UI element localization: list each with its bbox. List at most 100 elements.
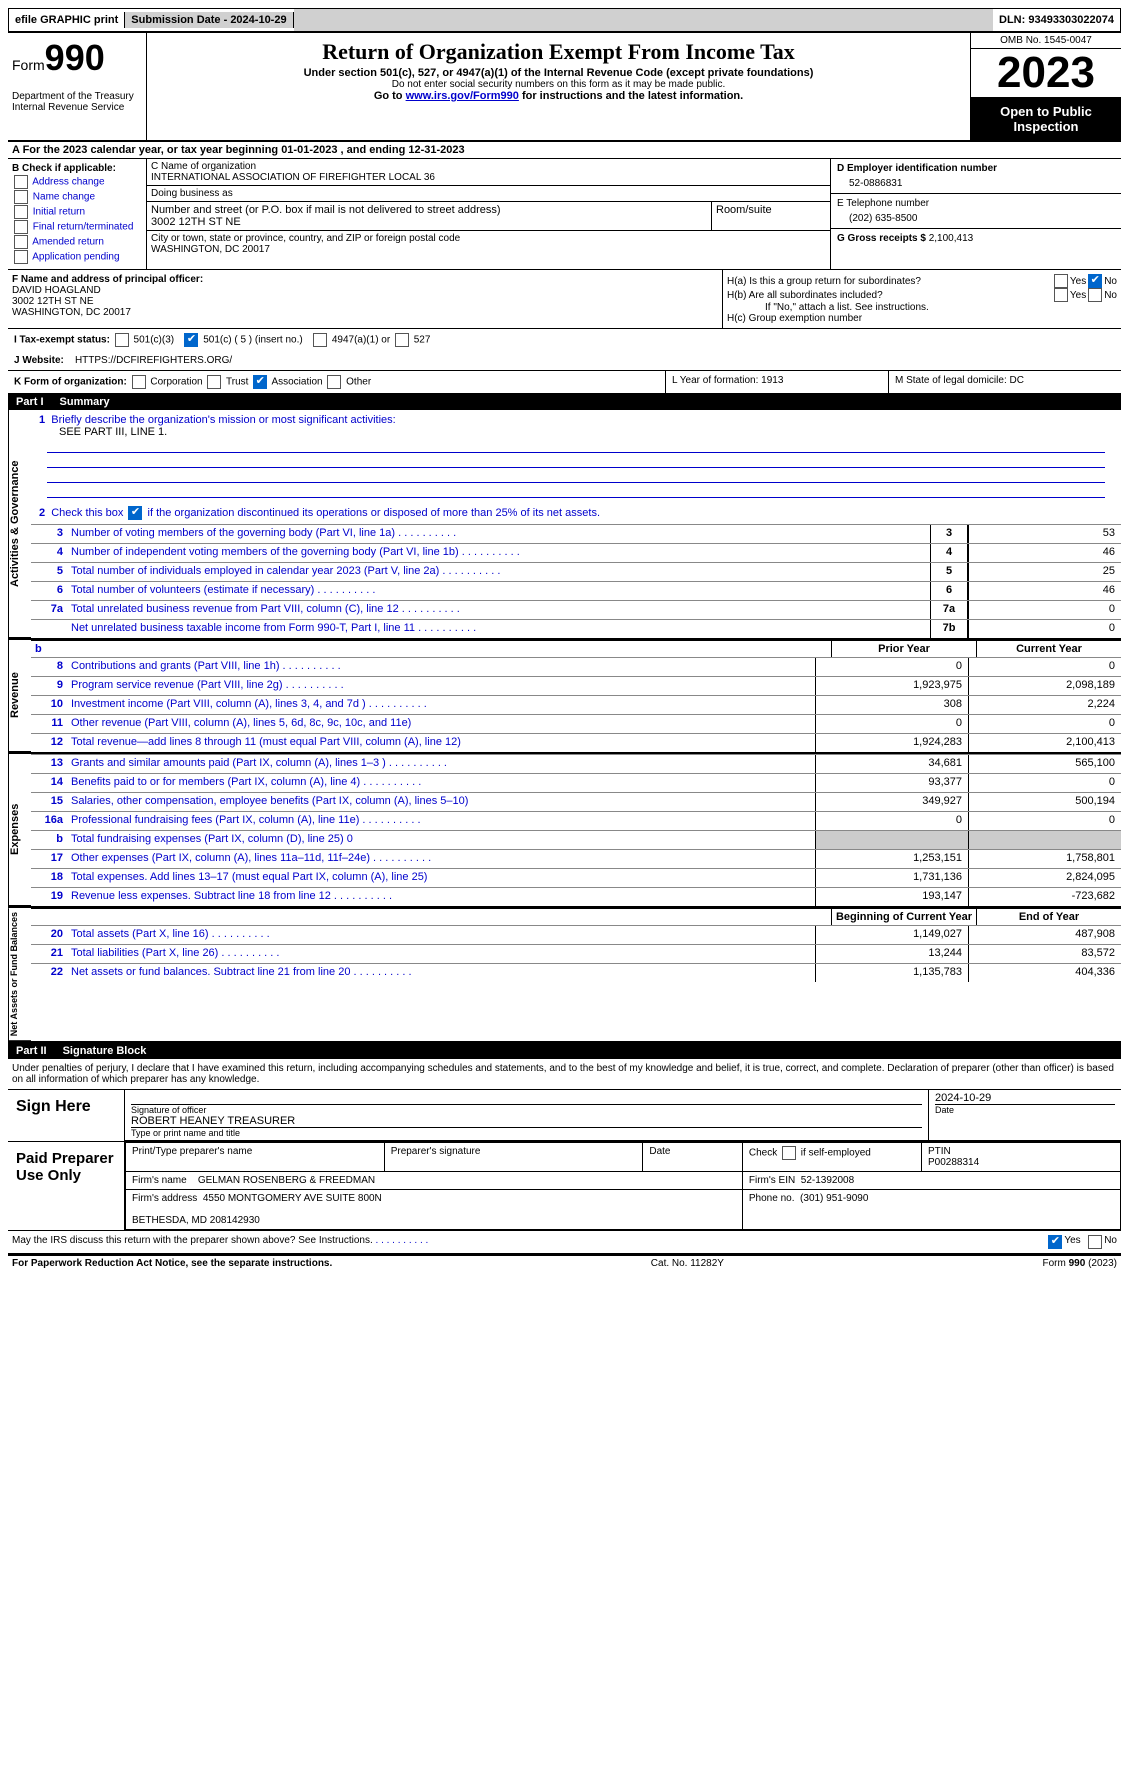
sign-here-row: Sign Here Signature of officer ROBERT HE… <box>8 1090 1121 1142</box>
top-bar: efile GRAPHIC print Submission Date - 20… <box>8 8 1121 33</box>
line13-prior: 34,681 <box>815 755 968 773</box>
chk-assoc[interactable] <box>253 375 267 389</box>
line14-prior: 93,377 <box>815 774 968 792</box>
chk-initial-return[interactable]: Initial return <box>12 205 142 219</box>
line19-curr: -723,682 <box>968 888 1121 906</box>
dba-label: Doing business as <box>151 188 826 199</box>
line3-value: 53 <box>968 525 1121 543</box>
line22-end: 404,336 <box>968 964 1121 982</box>
line15-prior: 349,927 <box>815 793 968 811</box>
submission-date: Submission Date - 2024-10-29 <box>125 12 293 28</box>
ptin-label: PTIN <box>928 1146 1114 1157</box>
vtab-governance: Activities & Governance <box>8 410 31 638</box>
dln: DLN: 93493303022074 <box>993 12 1120 28</box>
chk-line2[interactable] <box>128 506 142 520</box>
ein-label: D Employer identification number <box>837 163 1115 174</box>
ptin-value: P00288314 <box>928 1157 1114 1168</box>
discuss-yes[interactable] <box>1048 1235 1062 1249</box>
firm-name-label: Firm's name <box>132 1175 187 1186</box>
chk-address-change[interactable]: Address change <box>12 175 142 189</box>
website-value: HTTPS://DCFIREFIGHTERS.ORG/ <box>75 355 232 366</box>
line6-label: Total number of volunteers (estimate if … <box>67 582 930 600</box>
box-deg: D Employer identification number 52-0886… <box>831 159 1121 269</box>
line8-curr: 0 <box>968 658 1121 676</box>
chk-other[interactable] <box>327 375 341 389</box>
city-label: City or town, state or province, country… <box>151 233 826 244</box>
hb-label: H(b) Are all subordinates included? <box>727 290 1052 301</box>
ha-yes[interactable] <box>1054 274 1068 288</box>
sign-date: 2024-10-29 <box>935 1092 1115 1104</box>
room-label: Room/suite <box>712 202 830 230</box>
prep-date-label: Date <box>643 1143 743 1172</box>
chk-501c[interactable] <box>184 333 198 347</box>
paid-preparer-label: Paid Preparer Use Only <box>8 1142 125 1230</box>
hb-yes[interactable] <box>1054 288 1068 302</box>
line18-prior: 1,731,136 <box>815 869 968 887</box>
line16a-label: Professional fundraising fees (Part IX, … <box>67 812 815 830</box>
prep-sig-label: Preparer's signature <box>384 1143 643 1172</box>
chk-trust[interactable] <box>207 375 221 389</box>
chk-final-return[interactable]: Final return/terminated <box>12 220 142 234</box>
firm-name: GELMAN ROSENBERG & FREEDMAN <box>198 1175 375 1186</box>
line8-label: Contributions and grants (Part VIII, lin… <box>67 658 815 676</box>
prep-self-employed: Check if self-employed <box>742 1143 921 1172</box>
omb-number: OMB No. 1545-0047 <box>971 33 1121 49</box>
ha-label: H(a) Is this a group return for subordin… <box>727 276 1052 287</box>
chk-501c3[interactable] <box>115 333 129 347</box>
line15-curr: 500,194 <box>968 793 1121 811</box>
form-number: 990 <box>45 37 105 78</box>
line10-curr: 2,224 <box>968 696 1121 714</box>
line20-label: Total assets (Part X, line 16) <box>67 926 815 944</box>
subtitle-2: Do not enter social security numbers on … <box>155 79 962 90</box>
line22-label: Net assets or fund balances. Subtract li… <box>67 964 815 982</box>
chk-name-change[interactable]: Name change <box>12 190 142 204</box>
line4-value: 46 <box>968 544 1121 562</box>
paid-preparer-row: Paid Preparer Use Only Print/Type prepar… <box>8 1142 1121 1231</box>
line9-label: Program service revenue (Part VIII, line… <box>67 677 815 695</box>
chk-app-pending[interactable]: Application pending <box>12 250 142 264</box>
row-fh: F Name and address of principal officer:… <box>8 270 1121 329</box>
hdr-current: Current Year <box>976 641 1121 657</box>
line3-label: Number of voting members of the governin… <box>67 525 930 543</box>
line13-label: Grants and similar amounts paid (Part IX… <box>67 755 815 773</box>
line1-label: Briefly describe the organization's miss… <box>51 414 395 426</box>
line16b-label: Total fundraising expenses (Part IX, col… <box>67 831 815 849</box>
chk-527[interactable] <box>395 333 409 347</box>
line11-prior: 0 <box>815 715 968 733</box>
box-c: C Name of organization INTERNATIONAL ASS… <box>147 159 831 269</box>
tax-year: 2023 <box>971 49 1121 98</box>
line20-end: 487,908 <box>968 926 1121 944</box>
section-expenses: Expenses 13Grants and similar amounts pa… <box>8 754 1121 908</box>
header-mid: Return of Organization Exempt From Incom… <box>147 33 971 140</box>
line12-curr: 2,100,413 <box>968 734 1121 752</box>
chk-corp[interactable] <box>132 375 146 389</box>
line15-label: Salaries, other compensation, employee b… <box>67 793 815 811</box>
discuss-no[interactable] <box>1088 1235 1102 1249</box>
line19-label: Revenue less expenses. Subtract line 18 … <box>67 888 815 906</box>
chk-self-employed[interactable] <box>782 1146 796 1160</box>
firm-ein-label: Firm's EIN <box>749 1175 795 1186</box>
sign-date-label: Date <box>935 1104 1115 1115</box>
chk-amended[interactable]: Amended return <box>12 235 142 249</box>
irs-link[interactable]: www.irs.gov/Form990 <box>406 90 519 102</box>
footer-right: Form 990 (2023) <box>1043 1258 1117 1269</box>
discuss-row: May the IRS discuss this return with the… <box>8 1231 1121 1255</box>
line8-prior: 0 <box>815 658 968 676</box>
state-domicile: M State of legal domicile: DC <box>889 371 1121 393</box>
line12-label: Total revenue—add lines 8 through 11 (mu… <box>67 734 815 752</box>
hb-no[interactable] <box>1088 288 1102 302</box>
line21-label: Total liabilities (Part X, line 26) <box>67 945 815 963</box>
line11-label: Other revenue (Part VIII, column (A), li… <box>67 715 815 733</box>
org-name: INTERNATIONAL ASSOCIATION OF FIREFIGHTER… <box>151 172 826 183</box>
hdr-prior: Prior Year <box>831 641 976 657</box>
line7b-value: 0 <box>968 620 1121 638</box>
hdr-end: End of Year <box>976 909 1121 925</box>
hdr-beginning: Beginning of Current Year <box>831 909 976 925</box>
row-j: J Website: HTTPS://DCFIREFIGHTERS.ORG/ <box>8 351 1121 371</box>
line16a-prior: 0 <box>815 812 968 830</box>
line14-label: Benefits paid to or for members (Part IX… <box>67 774 815 792</box>
addr-label: Number and street (or P.O. box if mail i… <box>151 204 707 216</box>
page-footer: For Paperwork Reduction Act Notice, see … <box>8 1255 1121 1271</box>
ha-no[interactable] <box>1088 274 1102 288</box>
chk-4947[interactable] <box>313 333 327 347</box>
